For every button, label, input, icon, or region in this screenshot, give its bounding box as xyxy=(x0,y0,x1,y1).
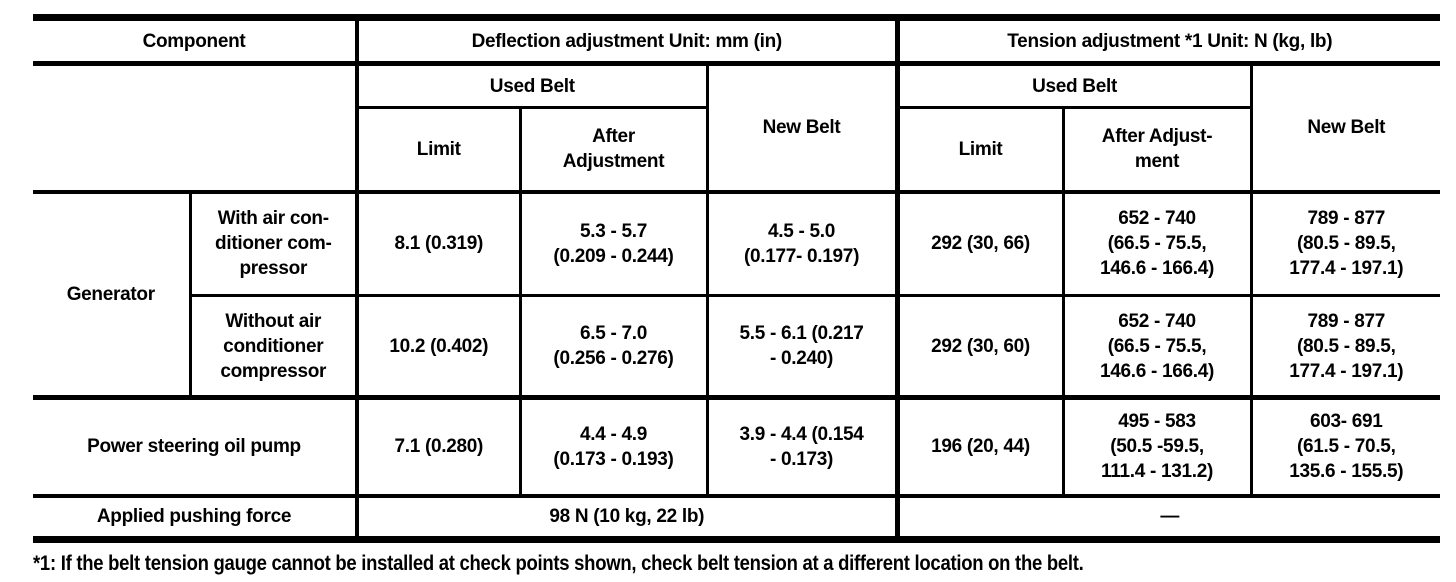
cell-with-ac-deflection-new: 4.5 - 5.0 (0.177- 0.197) xyxy=(707,191,900,297)
header-component: Component xyxy=(33,14,359,66)
cell-generator-without-ac-label: Without air conditioner compressor xyxy=(190,295,359,400)
header-component-spacer xyxy=(33,63,359,194)
footnote: *1: If the belt tension gauge cannot be … xyxy=(33,552,1084,575)
cell-power-steering-tension-after: 495 - 583 (50.5 -59.5, 111.4 - 131.2) xyxy=(1063,397,1253,498)
header-deflection-limit: Limit xyxy=(357,107,522,194)
table-row: Applied pushing force 98 N (10 kg, 22 lb… xyxy=(33,495,1441,543)
belt-adjustment-table: Component Deflection adjustment Unit: mm… xyxy=(33,14,1441,543)
cell-power-steering-deflection-limit: 7.1 (0.280) xyxy=(357,397,522,498)
cell-applied-force-label: Applied pushing force xyxy=(33,495,359,543)
header-deflection-used-belt: Used Belt xyxy=(357,63,709,109)
table-row: Without air conditioner compressor 10.2 … xyxy=(33,295,1441,400)
header-tension-new-belt: New Belt xyxy=(1251,63,1441,194)
cell-with-ac-tension-limit: 292 (30, 66) xyxy=(897,191,1065,297)
cell-with-ac-deflection-limit: 8.1 (0.319) xyxy=(357,191,522,297)
header-deflection-after-adjustment: After Adjustment xyxy=(520,107,709,194)
cell-applied-force-deflection: 98 N (10 kg, 22 lb) xyxy=(357,495,900,543)
header-tension-title: Tension adjustment *1 Unit: N (kg, lb) xyxy=(897,14,1441,66)
cell-without-ac-tension-limit: 292 (30, 60) xyxy=(897,295,1065,400)
cell-without-ac-deflection-new: 5.5 - 6.1 (0.217 - 0.240) xyxy=(707,295,900,400)
header-tension-after-adjustment: After Adjust- ment xyxy=(1063,107,1253,194)
cell-power-steering-deflection-after: 4.4 - 4.9 (0.173 - 0.193) xyxy=(520,397,709,498)
belt-adjustment-page: Component Deflection adjustment Unit: mm… xyxy=(0,14,1456,582)
cell-without-ac-deflection-after: 6.5 - 7.0 (0.256 - 0.276) xyxy=(520,295,709,400)
cell-with-ac-tension-new: 789 - 877 (80.5 - 89.5, 177.4 - 197.1) xyxy=(1251,191,1441,297)
cell-generator-with-ac-label: With air con- ditioner com- pressor xyxy=(190,191,359,297)
header-tension-used-belt: Used Belt xyxy=(897,63,1253,109)
cell-without-ac-deflection-limit: 10.2 (0.402) xyxy=(357,295,522,400)
cell-with-ac-deflection-after: 5.3 - 5.7 (0.209 - 0.244) xyxy=(520,191,709,297)
header-tension-limit: Limit xyxy=(897,107,1065,194)
cell-power-steering-label: Power steering oil pump xyxy=(33,397,359,498)
table-row: Power steering oil pump 7.1 (0.280) 4.4 … xyxy=(33,397,1441,498)
cell-applied-force-tension: — xyxy=(897,495,1441,543)
cell-without-ac-tension-after: 652 - 740 (66.5 - 75.5, 146.6 - 166.4) xyxy=(1063,295,1253,400)
header-deflection-title: Deflection adjustment Unit: mm (in) xyxy=(357,14,900,66)
table-row: Generator With air con- ditioner com- pr… xyxy=(33,191,1441,400)
cell-without-ac-tension-new: 789 - 877 (80.5 - 89.5, 177.4 - 197.1) xyxy=(1251,295,1441,400)
cell-power-steering-tension-new: 603- 691 (61.5 - 70.5, 135.6 - 155.5) xyxy=(1251,397,1441,498)
header-deflection-new-belt: New Belt xyxy=(707,63,900,194)
cell-power-steering-tension-limit: 196 (20, 44) xyxy=(897,397,1065,498)
cell-power-steering-deflection-new: 3.9 - 4.4 (0.154 - 0.173) xyxy=(707,397,900,498)
cell-with-ac-tension-after: 652 - 740 (66.5 - 75.5, 146.6 - 166.4) xyxy=(1063,191,1253,297)
cell-generator-label: Generator xyxy=(33,191,192,400)
